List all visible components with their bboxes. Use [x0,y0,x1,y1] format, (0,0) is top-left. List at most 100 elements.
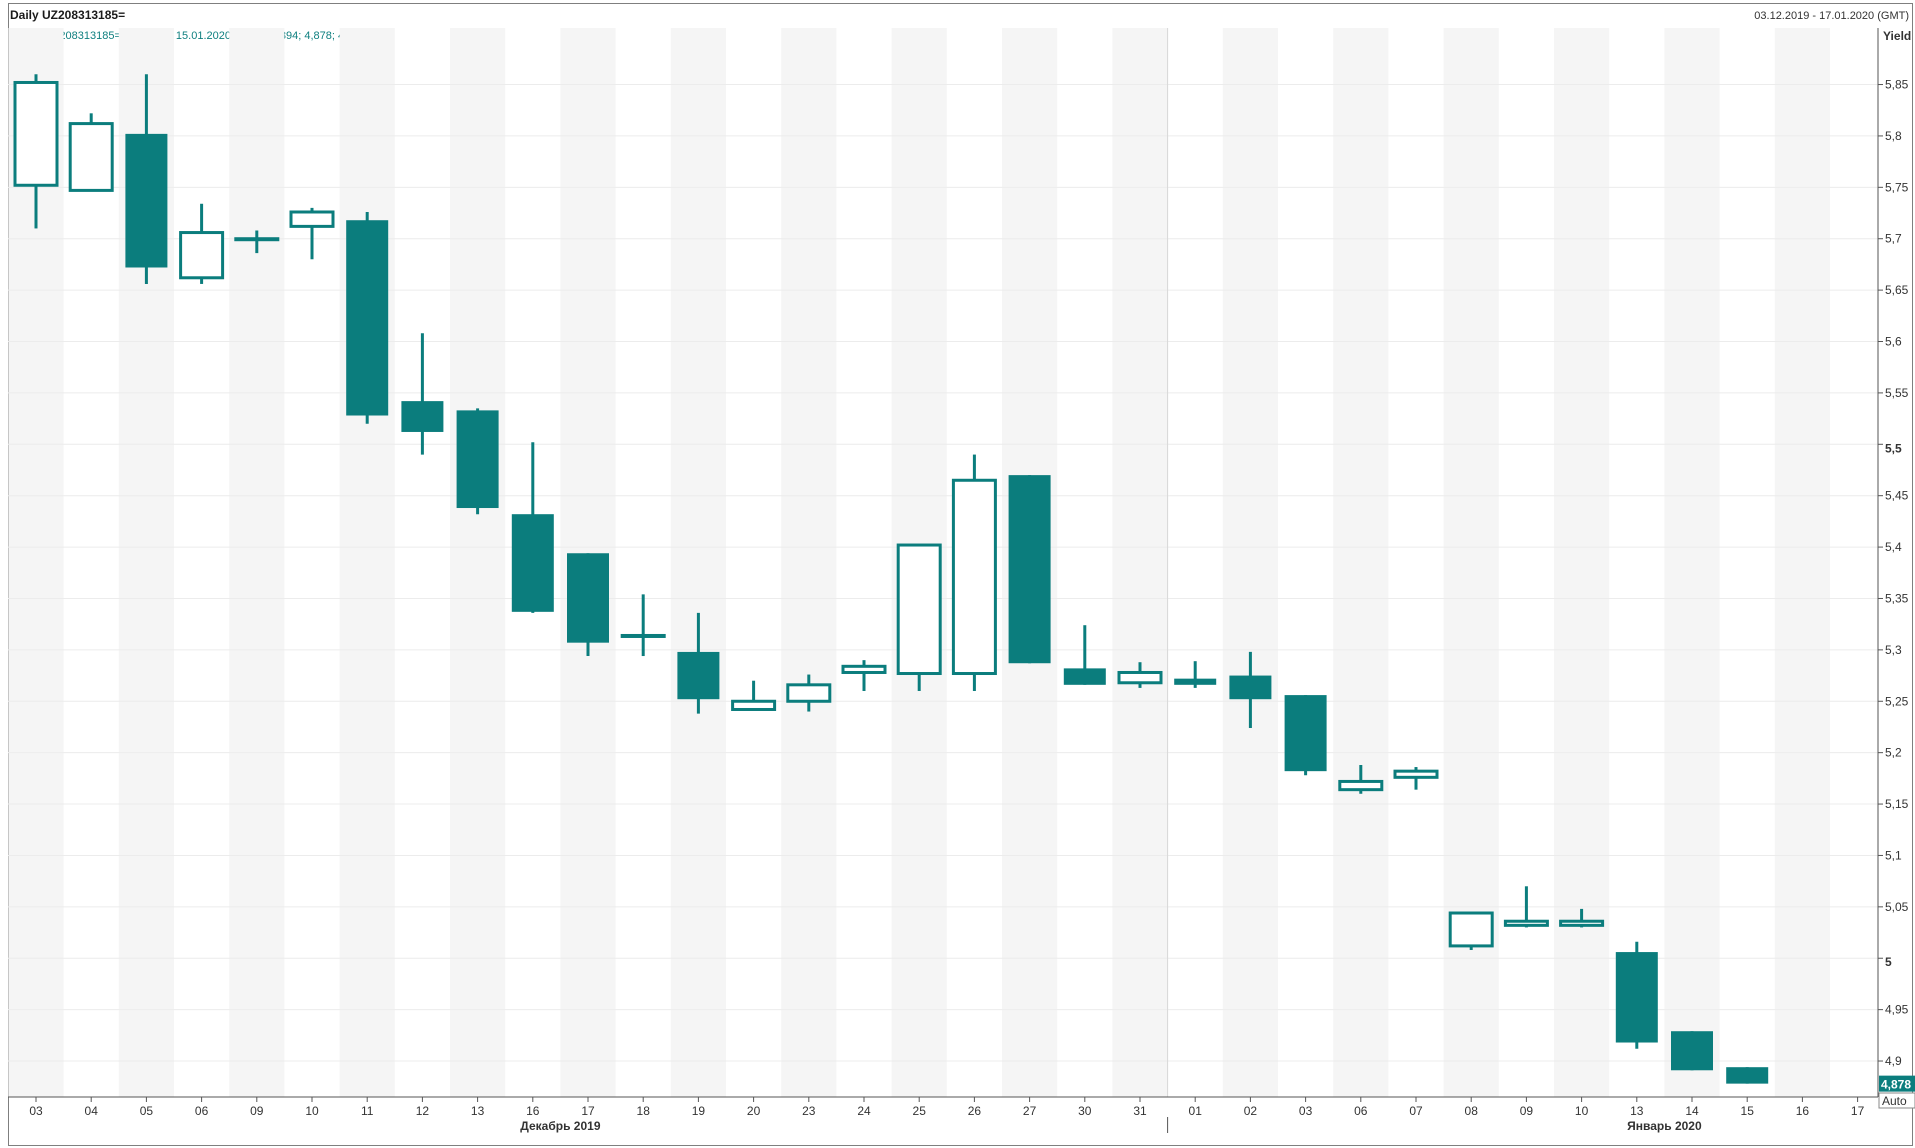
x-tick-label: 09 [1520,1104,1534,1118]
y-tick-label: 5,45 [1885,489,1909,503]
x-tick-label: 05 [140,1104,154,1118]
candle [1559,908,1605,928]
candle [1063,625,1106,685]
x-tick-label: 18 [637,1104,651,1118]
candle [1284,695,1327,776]
candle [1615,941,1658,1049]
x-tick-label: 04 [85,1104,99,1118]
y-tick-label: 4,9 [1885,1054,1902,1068]
y-tick-label: 5 [1885,955,1892,969]
candle-body [896,543,942,676]
x-tick-label: 08 [1465,1104,1479,1118]
y-tick-label: 5,7 [1885,232,1902,246]
x-tick-label: 11 [361,1104,374,1118]
candle [786,674,832,712]
last-value-badge [1879,1075,1915,1092]
candle [125,74,168,284]
candle-body [1338,779,1384,792]
candle [731,680,777,711]
candle-body [289,210,335,228]
y-tick-label: 5,25 [1885,694,1909,708]
candle [1229,651,1272,728]
candle [1726,1067,1769,1084]
x-tick-label: 01 [1189,1104,1203,1118]
candle-body [401,401,444,432]
x-tick-label: 31 [1133,1104,1147,1118]
x-tick-label: 14 [1685,1104,1699,1118]
x-tick-label: 26 [968,1104,982,1118]
candle-body [346,220,389,416]
candle-body [786,683,832,703]
column-band [1222,28,1278,1097]
candle [179,203,225,284]
candle-body [951,478,997,676]
candle-body [1008,475,1051,664]
y-tick-label: 5,5 [1885,441,1902,455]
x-tick-label: 10 [305,1104,319,1118]
x-tick-label: 16 [1796,1104,1810,1118]
candle [620,594,666,657]
candle-body [1615,952,1658,1043]
candle-body [1671,1031,1713,1071]
x-tick-label: 06 [195,1104,209,1118]
candle-body [1284,695,1327,772]
candle [1117,662,1163,688]
column-band [450,28,506,1097]
candle-body [1503,919,1549,927]
candle-body [731,699,777,711]
candle [68,113,114,192]
month-label: Декабрь 2019 [520,1119,601,1133]
scale-mode-box [1878,1092,1915,1109]
y-tick-label: 5,3 [1885,643,1902,657]
y-tick-label: 5,8 [1885,129,1902,143]
candle [346,211,389,424]
candle [677,612,720,714]
column-band [1333,28,1389,1097]
candle-body [567,553,609,643]
x-tick-label: 10 [1575,1104,1589,1118]
y-axis: Yield5,855,85,755,75,655,65,555,55,455,4… [1877,28,1915,1109]
y-tick-label: 5,2 [1885,746,1902,760]
x-tick-label: 17 [1851,1104,1865,1118]
candle-body [1117,670,1163,685]
x-tick-label: 16 [526,1104,540,1118]
x-tick-label: 15 [1741,1104,1755,1118]
candle [234,230,280,254]
x-tick-label: 12 [416,1104,430,1118]
candle [1008,475,1051,664]
x-tick-label: 07 [1409,1104,1423,1118]
y-tick-label: 4,95 [1885,1003,1909,1017]
candle-body [1726,1067,1769,1084]
x-tick-label: 27 [1023,1104,1037,1118]
candle-body [1559,919,1605,927]
candle [289,207,335,260]
horizontal-gridlines [8,84,1878,1062]
x-tick-label: 13 [1630,1104,1644,1118]
y-tick-label: 5,55 [1885,386,1909,400]
date-range: 03.12.2019 - 17.01.2020 (GMT) [1754,10,1909,22]
y-tick-label: 5,65 [1885,283,1909,297]
candle-body [13,80,59,187]
x-tick-label: 03 [1299,1104,1313,1118]
chart-title: Daily UZ208313185= [10,8,126,22]
candle [511,442,554,613]
y-tick-label: 5,4 [1885,540,1902,554]
y-tick-label: 5,6 [1885,335,1902,349]
candle-body [677,651,720,700]
x-tick-label: 24 [857,1104,871,1118]
y-tick-label: 5,35 [1885,591,1909,605]
candle-body [620,633,666,638]
column-band [1774,28,1830,1097]
candle [1503,886,1549,928]
candle [841,660,887,691]
y-axis-label: Yield [1883,29,1911,43]
y-tick-label: 5,75 [1885,180,1909,194]
candle-body [511,514,554,612]
last-value-label: 4,878 [1881,1078,1911,1092]
x-tick-label: 25 [913,1104,927,1118]
y-tick-label: 5,05 [1885,900,1909,914]
candle-body [456,410,499,509]
candle-body [1063,668,1106,685]
candle [896,543,942,691]
column-band [1554,28,1610,1097]
